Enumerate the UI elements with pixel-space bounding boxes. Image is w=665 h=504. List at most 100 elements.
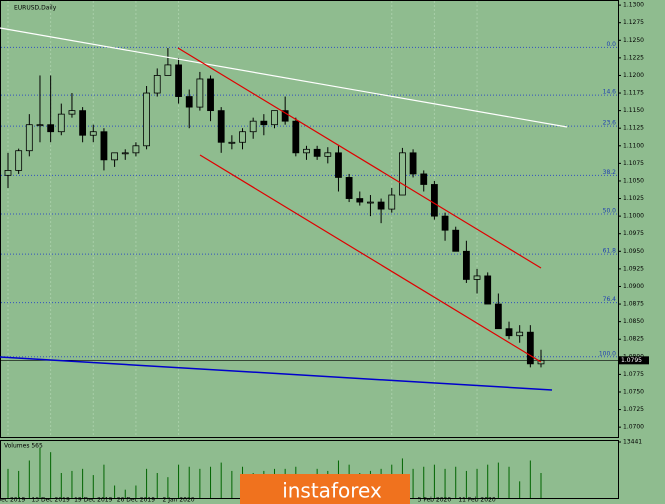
candle-body <box>36 124 44 127</box>
watermark: instaforex <box>282 479 382 503</box>
candle-body <box>473 275 481 280</box>
candle-body <box>292 120 300 154</box>
candle-body <box>484 275 492 305</box>
candle-body <box>399 152 406 196</box>
candle-body <box>324 152 332 157</box>
y-tick-label: 1.1100 <box>623 142 644 149</box>
candle-body <box>153 75 161 94</box>
y-tick-label: 1.0925 <box>623 265 644 272</box>
price-label: 1.0795 <box>621 357 642 364</box>
x-tick-label: 2 Jan 2020 <box>162 497 194 504</box>
y-tick-label: 1.1075 <box>623 160 644 167</box>
fib-label: 76.4 <box>603 296 617 303</box>
y-tick-label: 13441 <box>623 439 642 446</box>
candle-body <box>175 64 182 97</box>
candle-body <box>217 110 225 143</box>
candle-body <box>271 110 278 126</box>
y-tick-label: 1.1050 <box>623 177 644 184</box>
y-tick-label: 1.1200 <box>623 72 644 79</box>
candle-body <box>526 331 534 365</box>
candle-body <box>335 152 342 178</box>
chart-title: EURUSD,Daily <box>14 5 57 12</box>
candle-body <box>313 148 321 157</box>
candle-body <box>25 124 33 152</box>
candle-body <box>15 150 23 171</box>
candle-body <box>260 120 268 126</box>
y-tick-label: 1.0775 <box>623 371 644 378</box>
candle-body <box>185 96 193 108</box>
candle-body <box>249 120 257 133</box>
candle-body <box>516 331 524 337</box>
channel-line <box>199 154 542 363</box>
candle-body <box>100 131 108 161</box>
y-tick-label: 1.1225 <box>623 54 644 61</box>
candle-body <box>196 78 204 108</box>
fib-label: 38.2 <box>603 169 617 176</box>
candle-body <box>281 110 289 122</box>
candle-body <box>132 145 140 154</box>
y-tick-label: 1.1275 <box>623 19 644 26</box>
fib-label: 100.0 <box>599 350 616 357</box>
fib-label: 50.0 <box>603 208 617 215</box>
candle-body <box>207 78 214 112</box>
x-tick-label: 11 Feb 2020 <box>458 497 496 504</box>
candle-body <box>143 92 150 147</box>
y-tick-label: 1.0700 <box>623 424 644 431</box>
y-tick-label: 1.1025 <box>623 195 644 202</box>
fib-label: 0.0 <box>606 41 616 48</box>
y-tick-label: 1.0750 <box>623 388 644 395</box>
x-tick-label: 19 Dec 2019 <box>74 497 113 504</box>
y-tick-label: 1.0825 <box>623 336 644 343</box>
y-tick-label: 1.1000 <box>623 213 644 220</box>
fib-label: 61.8 <box>603 248 617 255</box>
y-tick-label: 1.1250 <box>623 37 644 44</box>
trend-line <box>0 356 553 391</box>
y-tick-label: 1.1125 <box>623 125 644 132</box>
candle-body <box>164 64 172 76</box>
candle-body <box>462 250 470 280</box>
candle-body <box>47 124 55 133</box>
y-tick-label: 1.0950 <box>623 248 644 255</box>
candle-body <box>420 173 428 185</box>
price-frame <box>0 0 619 438</box>
candle-body <box>4 170 12 176</box>
candle-body <box>303 148 310 154</box>
price-box <box>619 356 649 365</box>
candle-body <box>494 303 502 330</box>
fib-label: 14.6 <box>603 89 617 96</box>
x-tick-label: 13 Dec 2019 <box>31 497 70 504</box>
candle-body <box>430 184 438 217</box>
y-tick-label: 1.1150 <box>623 107 644 114</box>
candle-body <box>228 141 236 144</box>
logo-box <box>240 474 410 504</box>
y-tick-label: 1.0850 <box>623 318 644 325</box>
candle-body <box>345 177 353 199</box>
y-tick-label: 1.0975 <box>623 230 644 237</box>
candle-body <box>441 215 449 231</box>
candle-body <box>89 131 97 136</box>
volume-title: Volumes 565 <box>4 443 43 450</box>
candle-body <box>388 194 396 210</box>
candle-body <box>68 110 76 115</box>
y-tick-label: 1.1300 <box>623 2 644 9</box>
x-tick-label: 26 Dec 2019 <box>117 497 156 504</box>
candle-body <box>121 152 129 155</box>
x-tick-label: 5 Feb 2020 <box>418 497 452 504</box>
fib-label: 23.6 <box>603 120 617 127</box>
y-tick-label: 1.0725 <box>623 406 644 413</box>
y-tick-label: 1.0875 <box>623 301 644 308</box>
trend-line <box>0 27 568 128</box>
y-tick-label: 1.1175 <box>623 90 644 97</box>
candle-body <box>367 201 374 204</box>
candle-body <box>57 113 65 133</box>
x-tick-label: 9 Dec 2019 <box>0 497 25 504</box>
candle-body <box>377 201 385 210</box>
candle-body <box>239 131 246 143</box>
candle-body <box>111 152 118 161</box>
candle-body <box>505 328 513 337</box>
candle-body <box>452 229 460 252</box>
y-tick-label: 1.0900 <box>623 283 644 290</box>
candle-body <box>409 152 417 175</box>
